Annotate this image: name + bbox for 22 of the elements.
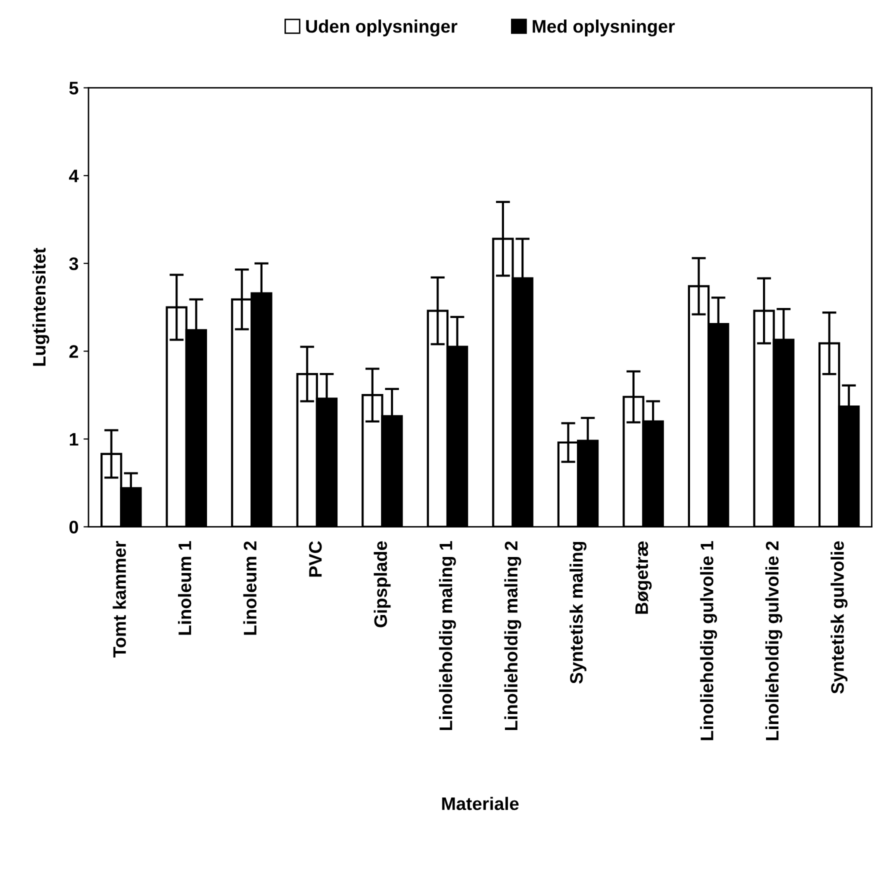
x-tick-label: Linoleum 1 [178,541,192,635]
y-tick-label: 3 [69,257,78,270]
y-axis-title: Lugtintensitet [32,248,50,366]
y-tick-label: 2 [69,345,78,358]
x-tick-label: Tomt kammer [112,540,126,658]
x-tick-label: PVC [309,541,322,577]
x-tick-label: Gipsplade [374,541,391,628]
x-tick-label: Linolieholdig gulvolie 1 [700,541,718,740]
x-tick-label: Linolieholdig maling 2 [504,541,522,730]
legend-label: Med oplysninger [532,20,675,36]
x-tick-label: Linoleum 2 [243,541,257,635]
x-tick-label: Syntetisk gulvolie [830,541,848,694]
y-tick-label: 5 [69,82,78,95]
x-tick-label: Syntetisk maling [570,542,586,684]
x-axis-title: Materiale [442,796,519,810]
y-tick-label: 0 [69,520,78,534]
legend-label: Uden oplysninger [306,20,458,36]
x-tick-label: Linolieholdig maling 1 [439,541,456,730]
y-tick-label: 1 [70,433,78,446]
x-tick-label: Bøgetræ [635,541,652,614]
x-tick-label: Linolieholdig gulvolie 2 [765,541,782,740]
y-tick-label: 4 [69,170,79,182]
